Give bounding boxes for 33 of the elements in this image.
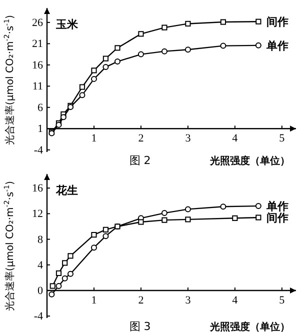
x-axis-title: 光照强度（单位） [209, 155, 290, 167]
x-tick-label: 1 [91, 294, 97, 306]
x-axis-title: 光照强度（单位） [209, 321, 290, 332]
caption: 图 3 [129, 320, 151, 332]
text: 玉米 [55, 18, 79, 31]
y-tick-label: 4 [38, 259, 44, 272]
x-tick-label: 1 [91, 132, 97, 145]
y-tick-label: 11 [32, 80, 43, 93]
y-tick-label: 8 [38, 234, 44, 246]
y-tick-label: 6 [38, 102, 44, 114]
series-label: 间作 [266, 16, 288, 29]
y-tick-label: 21 [32, 38, 43, 50]
x-tick-label: 4 [232, 294, 238, 306]
x-tick-label: 3 [185, 294, 192, 306]
series-label: 间作 [266, 212, 288, 225]
series-label: 单作 [265, 39, 288, 52]
x-tick-label: 5 [279, 132, 286, 145]
y-tick-label: 12 [32, 208, 43, 220]
y-tick-label: -4 [34, 310, 44, 323]
x-tick-label: 2 [138, 294, 144, 306]
caption: 图 2 [129, 154, 151, 167]
x-tick-label: 5 [279, 294, 286, 306]
y-tick-label: -4 [34, 144, 44, 156]
y-tick-label: 16 [32, 59, 44, 72]
y-tick-label: 0 [38, 284, 44, 297]
y-tick-label: 16 [32, 182, 44, 195]
text: 花生 [55, 184, 78, 197]
y-tick-label: 1 [38, 123, 43, 136]
x-tick-label: 2 [138, 132, 144, 145]
series-label: 单作 [265, 200, 288, 213]
x-tick-label: 3 [185, 132, 192, 145]
x-tick-label: 4 [232, 132, 238, 145]
y-tick-label: 26 [32, 16, 44, 29]
